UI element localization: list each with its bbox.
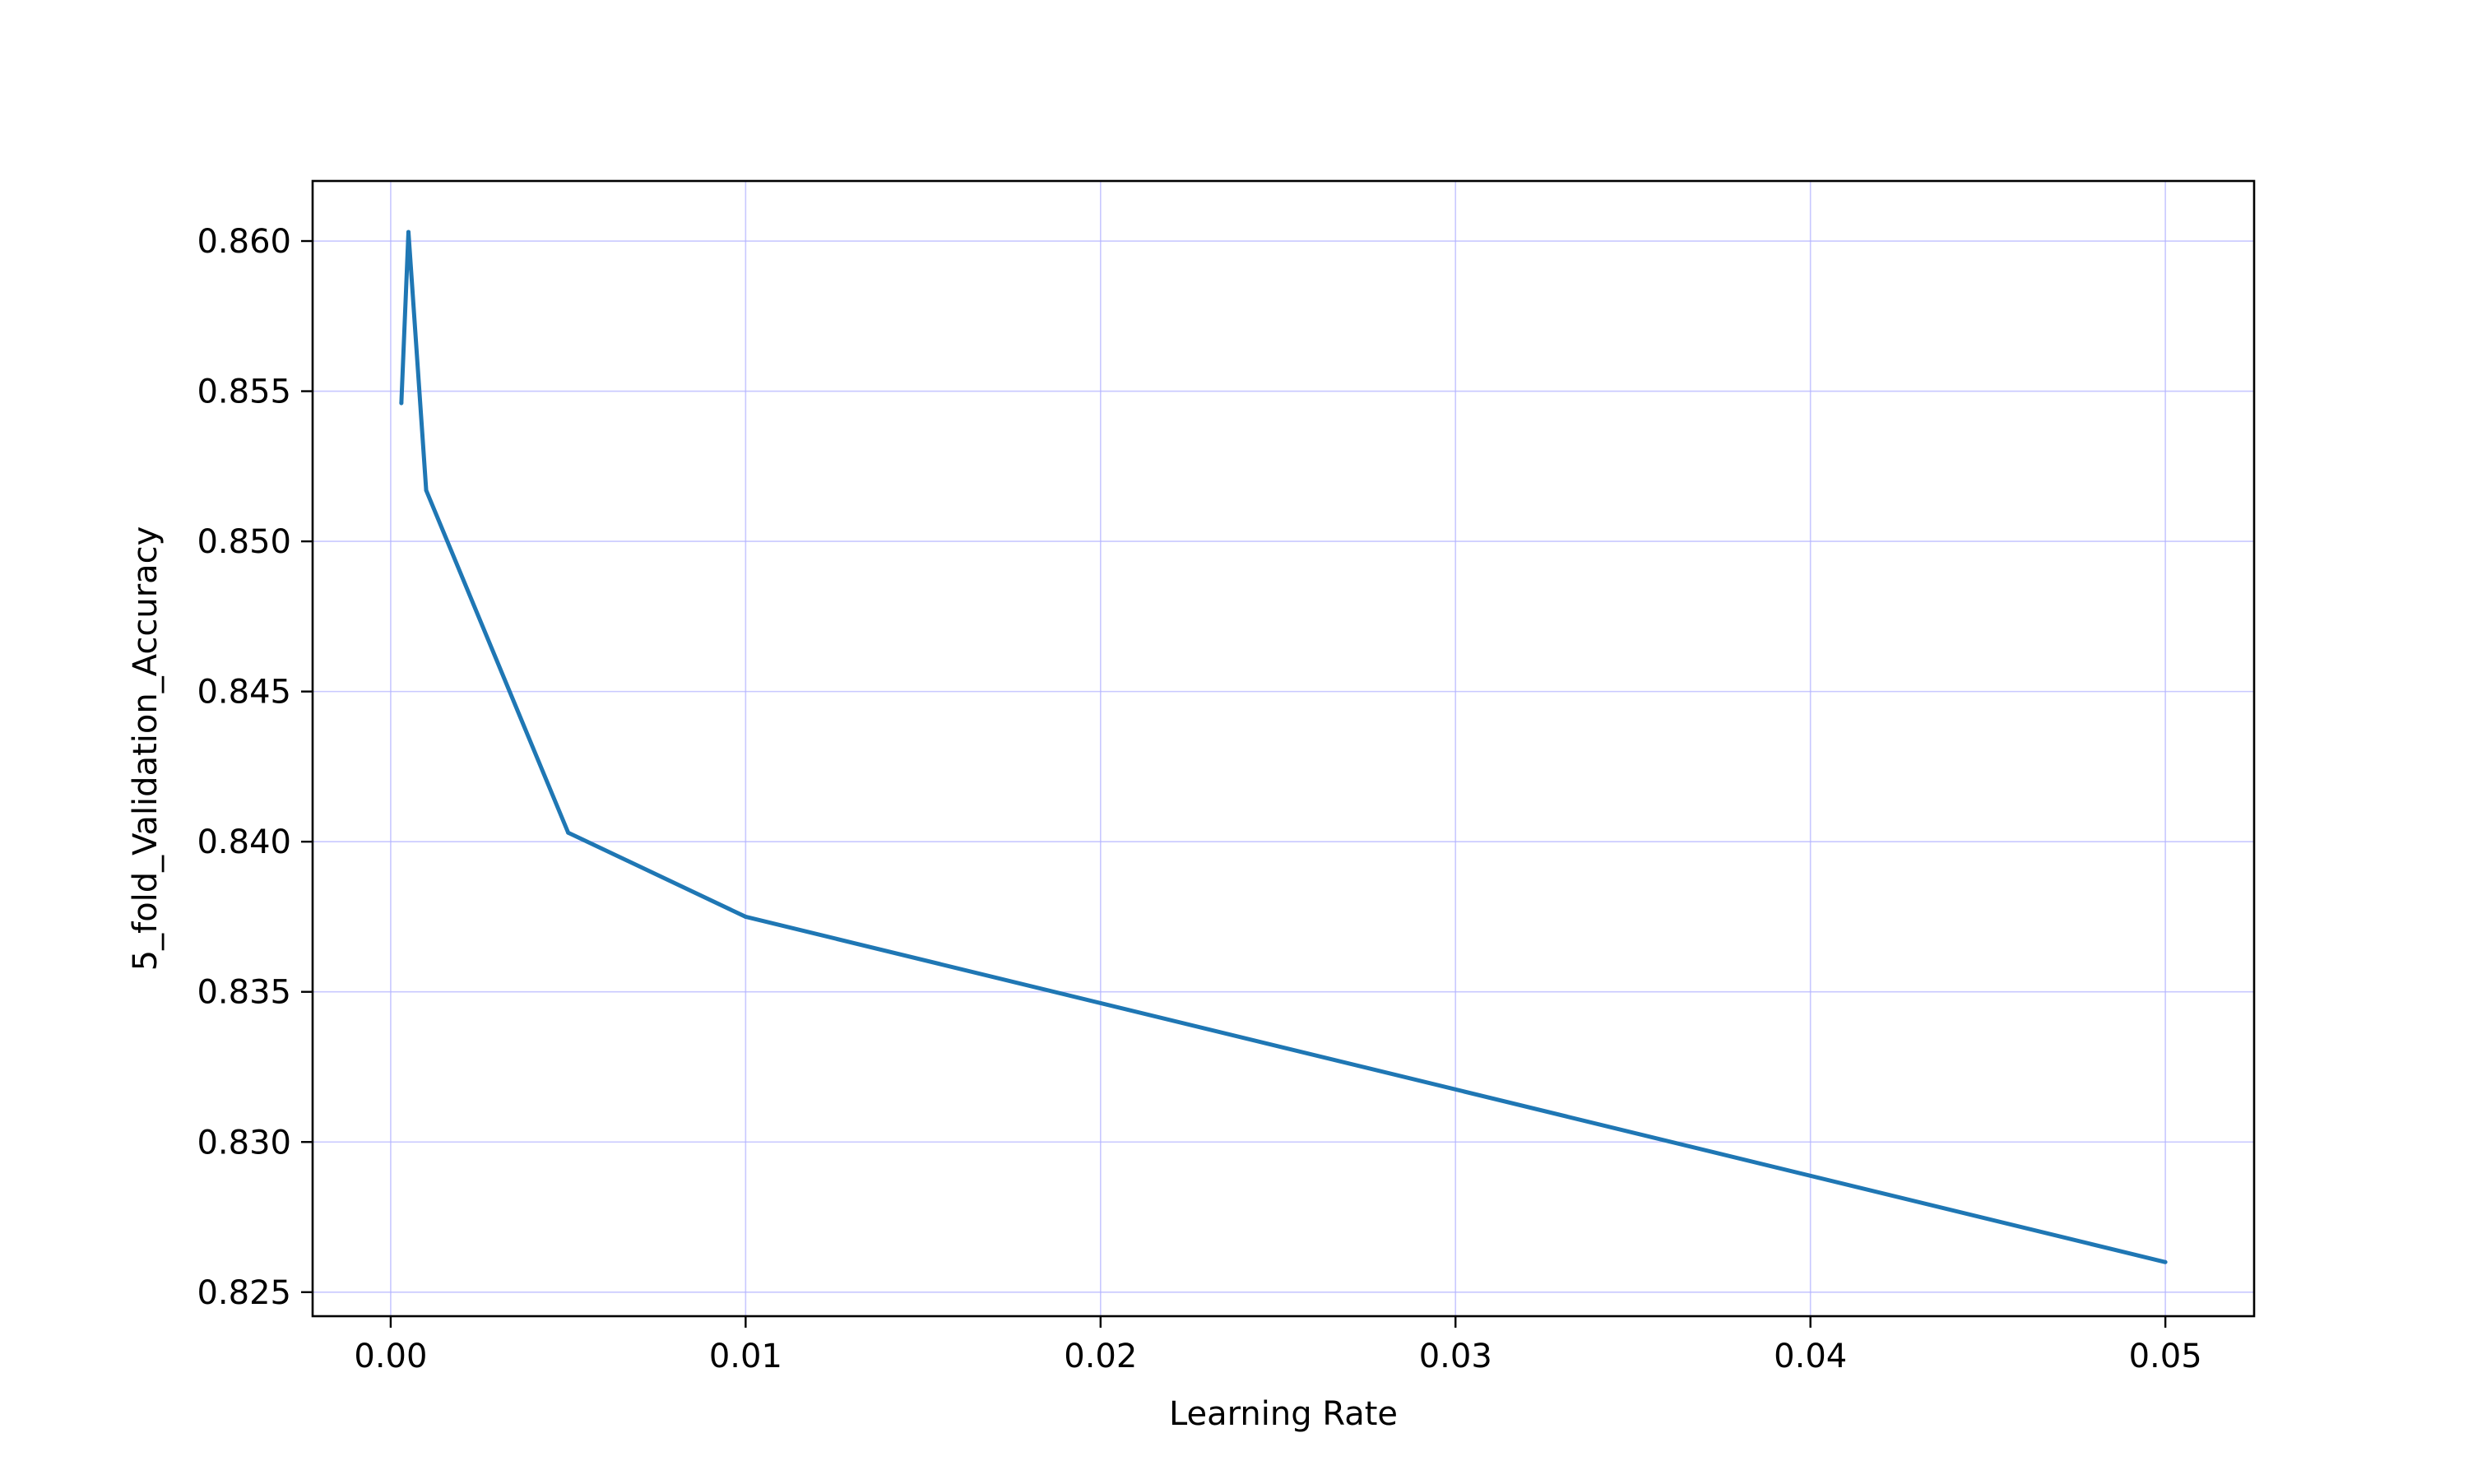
x-tick-label: 0.04 <box>1774 1338 1847 1375</box>
x-tick-label: 0.05 <box>2129 1338 2202 1375</box>
y-tick-label: 0.835 <box>197 974 291 1012</box>
y-tick-label: 0.830 <box>197 1124 291 1162</box>
x-tick-label: 0.02 <box>1064 1338 1137 1375</box>
y-tick-label: 0.855 <box>197 373 291 411</box>
y-tick-label: 0.860 <box>197 223 291 261</box>
y-tick-label: 0.825 <box>197 1274 291 1312</box>
data-point <box>743 914 748 919</box>
x-tick-label: 0.01 <box>709 1338 782 1375</box>
grid-layer <box>313 181 2254 1316</box>
y-tick-label: 0.850 <box>197 523 291 561</box>
x-tick-label: 0.03 <box>1419 1338 1492 1375</box>
plot-frame <box>311 179 2256 1318</box>
y-tick-label: 0.840 <box>197 823 291 861</box>
y-axis-label: 5_fold_Validation_Accuracy <box>127 526 165 972</box>
data-point <box>399 401 404 406</box>
data-point <box>406 230 411 234</box>
x-tick-label: 0.00 <box>354 1338 427 1375</box>
y-tick-label: 0.845 <box>197 674 291 712</box>
data-point <box>424 488 429 493</box>
series-line <box>399 230 2166 1264</box>
x-axis-label: Learning Rate <box>1169 1395 1398 1433</box>
series-layer <box>399 230 2168 1264</box>
tick-layer: 0.00 0.01 0.02 0.03 0.04 0.05 0.825 0.830 0.835 0… <box>197 223 2201 1375</box>
data-point <box>2163 1259 2168 1264</box>
data-point <box>566 830 571 835</box>
